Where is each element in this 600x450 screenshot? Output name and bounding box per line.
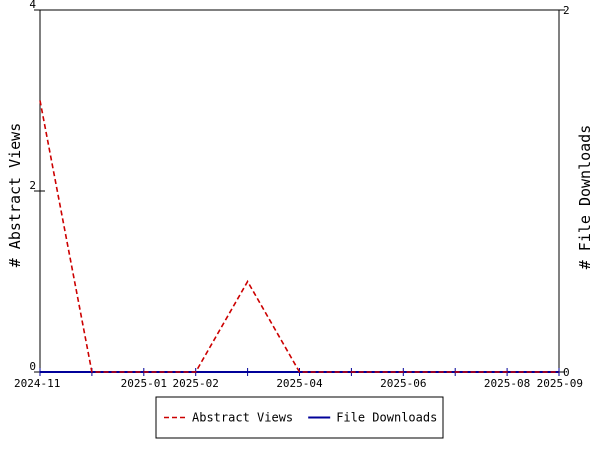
- x-tick-label: 2025-01: [121, 377, 167, 390]
- y-left-tick-label: 4: [29, 0, 36, 11]
- series-line: [39, 100, 559, 373]
- legend-box: [155, 396, 444, 439]
- y-left-tick-label: 2: [29, 179, 36, 192]
- x-tick-label: 2025-06: [380, 377, 426, 390]
- legend: Abstract Views File Downloads: [155, 396, 444, 439]
- x-tick-label: 2025-09: [537, 377, 583, 390]
- x-tick-label: 2025-02: [173, 377, 219, 390]
- x-tick-label: 2025-08: [484, 377, 530, 390]
- y-axis-right-label: # File Downloads: [576, 125, 594, 270]
- legend-label: File Downloads: [336, 411, 437, 425]
- legend-label: Abstract Views: [192, 411, 293, 425]
- ticks-layer: 0 2 4 0 2 2024-11 2025-01 2025-02 2025-04 2025-06…: [14, 0, 583, 390]
- y-right-tick-label: 0: [563, 366, 570, 379]
- x-tick-label: 2025-04: [276, 377, 323, 390]
- x-tick-label: 2024-11: [14, 377, 60, 390]
- y-right-tick-label: 2: [563, 4, 570, 17]
- y-left-tick-label: 0: [29, 360, 36, 373]
- series-layer: [39, 100, 559, 373]
- y-axis-left-label: # Abstract Views: [6, 123, 24, 268]
